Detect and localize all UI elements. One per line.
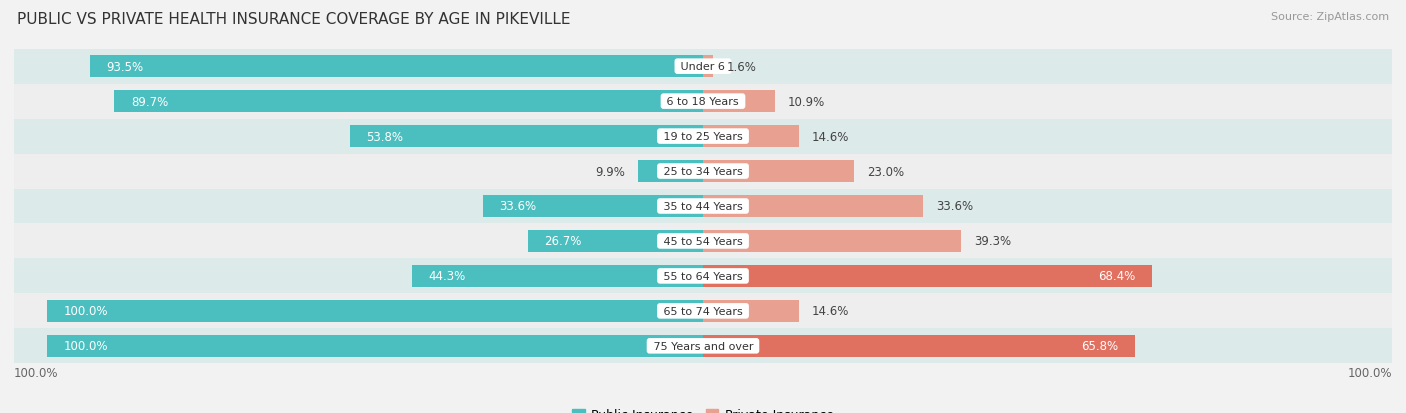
Text: 53.8%: 53.8% bbox=[367, 130, 404, 143]
Text: 44.3%: 44.3% bbox=[429, 270, 465, 283]
Text: 26.7%: 26.7% bbox=[544, 235, 582, 248]
Text: 23.0%: 23.0% bbox=[868, 165, 904, 178]
Bar bbox=[46, 300, 703, 322]
Legend: Public Insurance, Private Insurance: Public Insurance, Private Insurance bbox=[567, 404, 839, 413]
Bar bbox=[350, 126, 703, 147]
Bar bbox=[527, 230, 703, 252]
Text: 33.6%: 33.6% bbox=[499, 200, 536, 213]
Bar bbox=[14, 224, 1392, 259]
Bar bbox=[14, 259, 1392, 294]
Text: 39.3%: 39.3% bbox=[974, 235, 1011, 248]
Text: 45 to 54 Years: 45 to 54 Years bbox=[659, 236, 747, 247]
Text: 35 to 44 Years: 35 to 44 Years bbox=[659, 202, 747, 211]
Text: 10.9%: 10.9% bbox=[787, 95, 825, 108]
Text: PUBLIC VS PRIVATE HEALTH INSURANCE COVERAGE BY AGE IN PIKEVILLE: PUBLIC VS PRIVATE HEALTH INSURANCE COVER… bbox=[17, 12, 571, 27]
Bar bbox=[412, 266, 703, 287]
Text: 14.6%: 14.6% bbox=[811, 305, 849, 318]
Bar bbox=[14, 119, 1392, 154]
Bar bbox=[46, 335, 703, 357]
Bar bbox=[703, 266, 1152, 287]
Bar bbox=[14, 329, 1392, 363]
Bar bbox=[14, 154, 1392, 189]
Bar bbox=[703, 300, 799, 322]
Text: 100.0%: 100.0% bbox=[1347, 366, 1392, 379]
Text: 55 to 64 Years: 55 to 64 Years bbox=[659, 271, 747, 281]
Text: Under 6: Under 6 bbox=[678, 62, 728, 72]
Text: 100.0%: 100.0% bbox=[63, 305, 108, 318]
Text: 25 to 34 Years: 25 to 34 Years bbox=[659, 166, 747, 177]
Bar bbox=[703, 91, 775, 113]
Text: 6 to 18 Years: 6 to 18 Years bbox=[664, 97, 742, 107]
Bar bbox=[114, 91, 703, 113]
Bar bbox=[703, 56, 713, 78]
Text: 65.8%: 65.8% bbox=[1081, 339, 1118, 352]
Text: 100.0%: 100.0% bbox=[63, 339, 108, 352]
Text: 14.6%: 14.6% bbox=[811, 130, 849, 143]
Bar bbox=[90, 56, 703, 78]
Text: Source: ZipAtlas.com: Source: ZipAtlas.com bbox=[1271, 12, 1389, 22]
Bar bbox=[14, 84, 1392, 119]
Text: 100.0%: 100.0% bbox=[14, 366, 59, 379]
Bar bbox=[14, 189, 1392, 224]
Text: 75 Years and over: 75 Years and over bbox=[650, 341, 756, 351]
Bar bbox=[14, 50, 1392, 84]
Text: 65 to 74 Years: 65 to 74 Years bbox=[659, 306, 747, 316]
Bar bbox=[14, 294, 1392, 329]
Bar bbox=[638, 161, 703, 183]
Bar bbox=[703, 230, 960, 252]
Bar bbox=[703, 196, 924, 217]
Text: 9.9%: 9.9% bbox=[595, 165, 624, 178]
Text: 33.6%: 33.6% bbox=[936, 200, 974, 213]
Text: 1.6%: 1.6% bbox=[727, 61, 756, 74]
Bar bbox=[703, 126, 799, 147]
Bar bbox=[703, 335, 1135, 357]
Text: 68.4%: 68.4% bbox=[1098, 270, 1136, 283]
Bar bbox=[482, 196, 703, 217]
Bar bbox=[703, 161, 853, 183]
Text: 19 to 25 Years: 19 to 25 Years bbox=[659, 132, 747, 142]
Text: 93.5%: 93.5% bbox=[105, 61, 143, 74]
Text: 89.7%: 89.7% bbox=[131, 95, 169, 108]
